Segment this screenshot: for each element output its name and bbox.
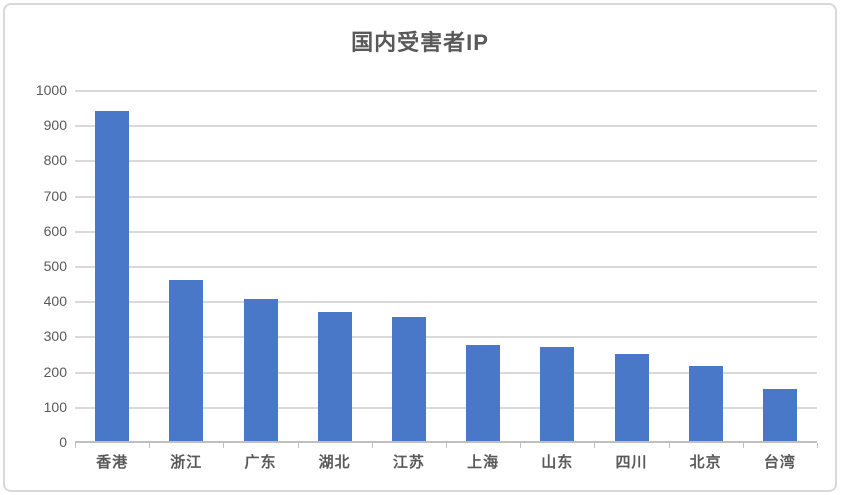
y-tick-label: 300: [43, 328, 67, 345]
x-axis-tick: [75, 443, 76, 448]
x-axis-tick: [817, 443, 818, 448]
x-axis-tick: [223, 443, 225, 448]
y-tick-label: 700: [43, 187, 67, 204]
bar-香港: [95, 111, 130, 442]
x-axis-tick: [371, 443, 373, 448]
bar-四川: [614, 354, 649, 442]
bar-北京: [688, 366, 723, 442]
y-tick-label: 600: [43, 222, 67, 239]
chart-container: 国内受害者IP 0 100 200 300 400 500 600 700 800 900 1000…: [3, 3, 837, 492]
y-tick-label: 100: [43, 398, 67, 415]
gridline-1000: [75, 90, 817, 92]
x-axis-tick: [668, 443, 670, 448]
x-tick-label-台湾: 台湾: [763, 454, 796, 471]
chart-title: 国内受害者IP: [351, 30, 489, 55]
bar-广东: [243, 299, 278, 442]
y-tick-label: 900: [43, 117, 67, 134]
x-tick-label-广东: 广东: [244, 454, 277, 471]
gridline-600: [75, 230, 817, 233]
gridline-400: [75, 301, 817, 304]
bar-江苏: [391, 317, 426, 442]
y-tick-label: 500: [43, 258, 67, 274]
x-axis-tick: [520, 443, 522, 448]
y-tick-label: 1000: [35, 82, 67, 98]
x-tick-label-上海: 上海: [467, 454, 500, 471]
bar-浙江: [169, 280, 204, 442]
x-tick-label-湖北: 湖北: [318, 454, 351, 471]
x-axis-tick: [446, 443, 447, 448]
x-axis-tick: [297, 443, 299, 448]
bar-台湾: [762, 389, 797, 442]
y-tick-label: 0: [59, 434, 67, 450]
gridline-900: [75, 125, 817, 128]
x-tick-label-浙江: 浙江: [170, 454, 203, 471]
x-axis-tick: [149, 443, 151, 448]
bar-上海: [466, 345, 501, 442]
x-axis-line: [75, 441, 817, 443]
x-tick-label-江苏: 江苏: [392, 454, 425, 471]
x-axis-tick: [594, 443, 596, 448]
gridline-300: [75, 336, 817, 339]
x-tick-label-北京: 北京: [689, 454, 722, 471]
bar-湖北: [317, 311, 352, 442]
x-axis-tick: [742, 443, 744, 448]
y-tick-label: 400: [43, 293, 67, 310]
gridline-800: [75, 160, 817, 163]
gridline-200: [75, 371, 817, 374]
x-tick-label-山东: 山东: [541, 454, 574, 471]
x-tick-label-四川: 四川: [615, 454, 648, 471]
bar-山东: [540, 346, 575, 442]
gridline-100: [75, 406, 817, 409]
y-tick-label: 200: [43, 363, 67, 380]
x-tick-label-香港: 香港: [96, 454, 129, 471]
gridline-700: [75, 195, 817, 198]
y-tick-label: 800: [43, 152, 67, 169]
y-axis: 0 100 200 300 400 500 600 700 800 900 1000: [5, 83, 67, 449]
x-axis: 香港 浙江 广东 湖北 江苏 上海 山东 四川 北京 台湾: [75, 451, 817, 475]
gridline-500: [75, 266, 817, 268]
plot-area: [75, 90, 818, 448]
